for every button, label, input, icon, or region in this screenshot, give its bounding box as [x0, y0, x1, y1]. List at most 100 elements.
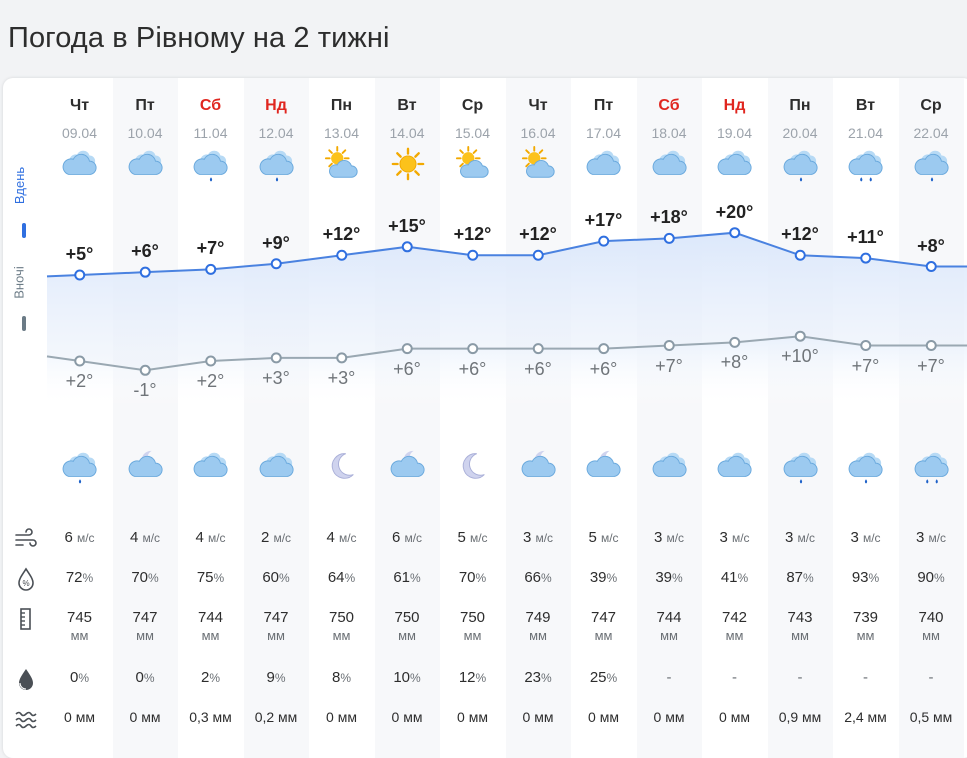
wind-speed: 5	[588, 529, 597, 546]
precip-value: 0 мм	[440, 709, 505, 725]
humidity-icon: %	[13, 567, 39, 591]
day-temp-point[interactable]	[270, 258, 282, 270]
humidity-number: 39	[589, 569, 607, 586]
pressure-number: 742	[721, 609, 748, 626]
precip-prob-unit: %	[78, 671, 89, 685]
precip-prob-unit: %	[475, 671, 487, 685]
night-temp-point[interactable]	[663, 340, 675, 351]
night-temp-point[interactable]	[467, 343, 479, 355]
night-temp-point[interactable]	[794, 330, 806, 342]
precip-prob-value: -	[702, 669, 767, 686]
precip-amount: 0 мм	[522, 709, 554, 725]
night-temp-point[interactable]	[401, 343, 413, 355]
day-date: 09.04	[61, 125, 98, 141]
night-temp-point[interactable]	[139, 364, 151, 376]
day-temp-label: +5°	[65, 244, 94, 264]
humidity-value: 66%	[506, 569, 571, 586]
cloudy-icon	[192, 448, 230, 484]
wind-unit: м/с	[76, 531, 95, 545]
day-temp-label: +9°	[262, 232, 290, 253]
precip-amount: 0 мм	[588, 709, 619, 725]
day-temp-point[interactable]	[467, 249, 479, 261]
precip-prob-number: 0	[135, 669, 144, 686]
day-temp-point[interactable]	[860, 252, 872, 264]
pressure-value: 742 мм	[702, 609, 767, 643]
day-name: Пт	[593, 97, 614, 114]
humidity-unit: %	[82, 571, 94, 585]
day-temp-point[interactable]	[598, 235, 610, 247]
wind-unit: м/с	[535, 531, 554, 545]
day-name: Ср	[920, 97, 942, 114]
legend-night-marker	[22, 316, 26, 331]
day-name: Вт	[855, 97, 876, 114]
wind-unit: м/с	[731, 531, 750, 545]
pressure-value: 750 мм	[375, 609, 440, 643]
day-temp-point[interactable]	[663, 232, 675, 244]
day-temp-point[interactable]	[336, 249, 348, 261]
precip-prob-number: 10	[393, 669, 410, 686]
precip-amount: 0 мм	[129, 709, 161, 725]
wind-unit: м/с	[600, 531, 619, 545]
cloudy-icon	[651, 146, 689, 182]
precip-value: 0 мм	[309, 709, 374, 725]
humidity-value: 39%	[637, 569, 702, 586]
night-temp-point[interactable]	[270, 352, 282, 364]
day-temp-point[interactable]	[139, 266, 151, 278]
humidity-unit: %	[148, 571, 159, 585]
day-temp-point[interactable]	[532, 249, 544, 261]
day-temp-point[interactable]	[205, 263, 217, 275]
day-date: 21.04	[847, 125, 884, 141]
humidity-value: 87%	[768, 569, 833, 586]
wind-speed: 3	[850, 529, 859, 546]
day-temp-point[interactable]	[74, 269, 86, 281]
day-temp-label: +12°	[453, 224, 492, 245]
night-temp-point[interactable]	[729, 336, 741, 348]
humidity-value: 61%	[375, 569, 440, 586]
precip-prob-value: 8%	[309, 669, 374, 686]
wind-speed: 4	[326, 529, 335, 546]
humidity-value: 90%	[899, 569, 964, 586]
night-temp-label: +6°	[458, 358, 487, 379]
precip-prob-value: 23%	[506, 669, 571, 686]
day-temp-point[interactable]	[729, 227, 741, 239]
wind-value: 6 м/с	[47, 529, 112, 546]
precip-prob-value: 0%	[47, 669, 112, 686]
humidity-number: 70	[458, 569, 476, 586]
precip-prob-number: -	[928, 669, 934, 686]
night-temp-point[interactable]	[74, 355, 86, 367]
pressure-number: 740	[918, 609, 944, 626]
night-temp-point[interactable]	[336, 352, 348, 364]
day-temp-point[interactable]	[794, 249, 806, 261]
partly-sunny-icon	[520, 146, 558, 182]
wind-unit: м/с	[797, 531, 816, 545]
day-temp-point[interactable]	[925, 261, 937, 273]
pressure-value: 747 мм	[244, 609, 309, 643]
day-name: Вт	[397, 97, 417, 114]
night-temp-point[interactable]	[925, 340, 937, 351]
night-temp-point[interactable]	[598, 343, 610, 355]
humidity-value: 93%	[833, 569, 898, 586]
wind-value: 3 м/с	[899, 529, 964, 546]
humidity-unit: %	[737, 571, 749, 585]
night-temp-point[interactable]	[205, 355, 217, 367]
day-temp-label: +12°	[322, 224, 361, 245]
pressure-unit: мм	[136, 628, 154, 643]
precip-amount: 0 мм	[653, 709, 685, 725]
cloudy-icon	[61, 146, 99, 182]
wind-speed: 4	[195, 529, 204, 546]
cloud-rain-icon	[847, 448, 885, 484]
night-temp-point[interactable]	[860, 340, 872, 351]
day-name: Пт	[135, 97, 155, 114]
day-date: 13.04	[323, 125, 360, 141]
night-temp-point[interactable]	[532, 343, 544, 355]
cloudy-icon	[651, 448, 689, 484]
pressure-number: 750	[459, 609, 486, 626]
day-temp-point[interactable]	[401, 241, 413, 253]
pressure-number: 750	[394, 609, 420, 626]
night-temp-label: +8°	[720, 352, 749, 373]
precip-value: 0,9 мм	[768, 709, 833, 725]
pressure-number: 743	[787, 609, 813, 626]
cloud-moon-icon	[585, 448, 623, 484]
pressure-number: 747	[590, 609, 617, 626]
night-area	[47, 336, 967, 408]
